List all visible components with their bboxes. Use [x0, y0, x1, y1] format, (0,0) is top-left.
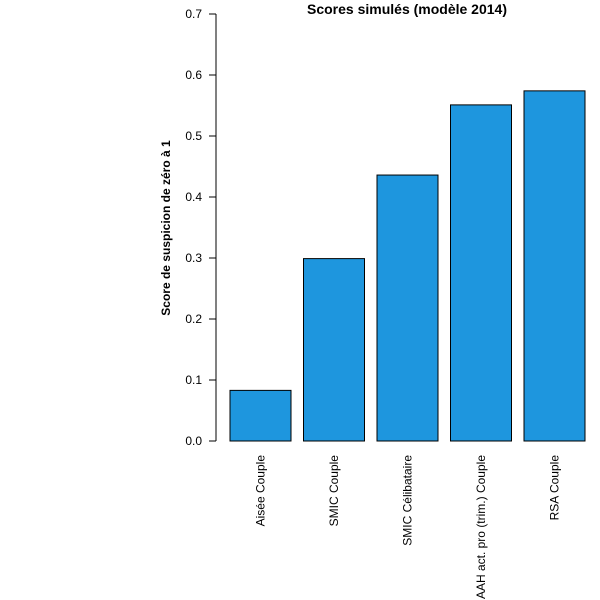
y-tick-label: 0.4 [185, 190, 202, 204]
y-tick-label: 0.0 [185, 434, 202, 448]
y-tick-label: 0.3 [185, 251, 202, 265]
bars [229, 90, 586, 442]
y-tick-label: 0.5 [185, 129, 202, 143]
x-tick-label: Aisée Couple [254, 455, 268, 527]
y-tick-label: 0.1 [185, 373, 202, 387]
y-tick-label: 0.6 [185, 68, 202, 82]
bar [229, 389, 292, 442]
chart-title: Scores simulés (modèle 2014) [307, 1, 507, 17]
x-tick-labels: Aisée Couple SMIC Couple SMIC Célibataire A… [254, 455, 562, 599]
x-tick-label: RSA Couple [548, 455, 562, 521]
y-axis: 0.0 0.1 0.2 0.3 0.4 0.5 0.6 0.7 [185, 7, 217, 448]
bar [523, 90, 586, 442]
y-axis-label: Score de suspicion de zéro à 1 [159, 140, 173, 316]
bar [450, 104, 512, 442]
x-tick-label: AAH act. pro (trim.) Couple [474, 455, 488, 599]
x-tick-label: SMIC Célibataire [401, 455, 415, 546]
y-tick-label: 0.7 [185, 7, 202, 21]
bar [376, 174, 439, 442]
y-tick-label: 0.2 [185, 312, 202, 326]
x-tick-label: SMIC Couple [327, 455, 341, 527]
bar [303, 258, 365, 442]
